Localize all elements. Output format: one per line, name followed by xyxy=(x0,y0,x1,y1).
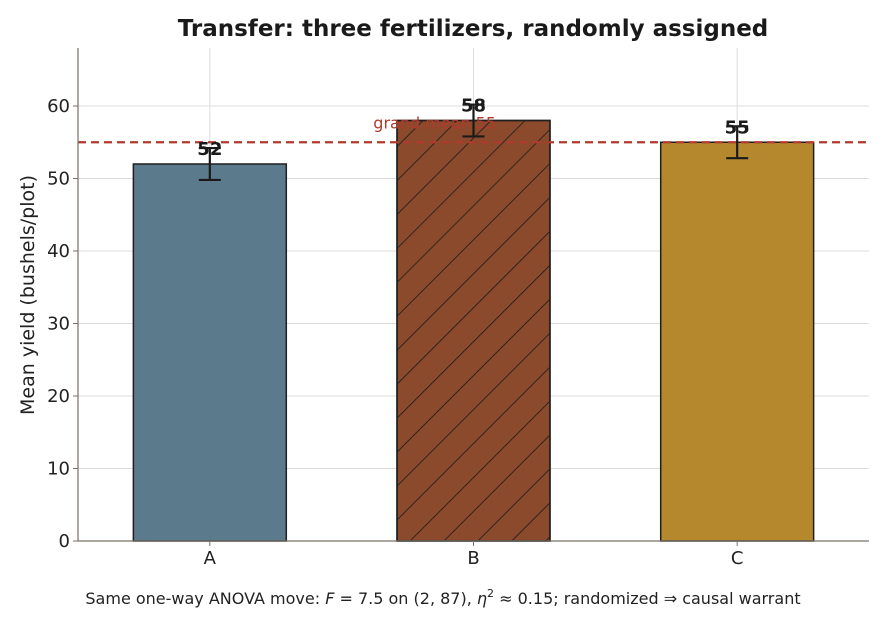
bar-C xyxy=(659,141,815,542)
error-bar-B xyxy=(462,103,485,138)
value-labels: 52 58 55 xyxy=(197,96,749,161)
caption-prefix: Same one-way ANOVA move: xyxy=(85,589,325,608)
reference-line: grand mean 55 xyxy=(78,113,869,144)
error-bar-C xyxy=(726,125,749,160)
error-bars xyxy=(198,103,749,182)
x-tick-label-A: A xyxy=(204,548,217,569)
chart-title: Transfer: three fertilizers, randomly as… xyxy=(178,16,769,42)
x-tick-label-C: C xyxy=(731,548,744,569)
caption-eta-symbol: η xyxy=(477,589,487,608)
y-axis-label: Mean yield (bushels/plot) xyxy=(17,175,39,415)
y-tick-label-20: 20 xyxy=(47,386,70,407)
caption-f-symbol: F xyxy=(325,589,335,608)
value-label-C: 55 xyxy=(725,117,750,138)
caption-eta-value: ≈ 0.15; randomized ⇒ causal warrant xyxy=(494,589,801,608)
y-tick-label-50: 50 xyxy=(47,169,70,190)
caption: Same one-way ANOVA move: F = 7.5 on (2, … xyxy=(85,587,800,608)
bar-hatch-B xyxy=(396,119,551,542)
caption-eta-power: 2 xyxy=(487,587,494,600)
x-tick-label-B: B xyxy=(467,548,479,569)
value-label-B: 58 xyxy=(461,96,486,117)
caption-f-value: = 7.5 on (2, 87), xyxy=(334,589,477,608)
y-tick-label-60: 60 xyxy=(47,96,70,117)
y-ticks: 0 10 20 30 40 50 60 xyxy=(47,96,78,552)
bar-A xyxy=(132,163,288,542)
error-bar-A xyxy=(198,146,221,182)
y-tick-label-10: 10 xyxy=(47,459,70,480)
y-tick-label-30: 30 xyxy=(47,314,70,335)
reference-line-label: grand mean 55 xyxy=(373,113,496,132)
bars xyxy=(132,119,815,542)
x-ticks: A B C xyxy=(204,541,744,569)
y-tick-label-0: 0 xyxy=(59,531,70,552)
y-tick-label-40: 40 xyxy=(47,241,70,262)
value-label-A: 52 xyxy=(197,139,222,160)
